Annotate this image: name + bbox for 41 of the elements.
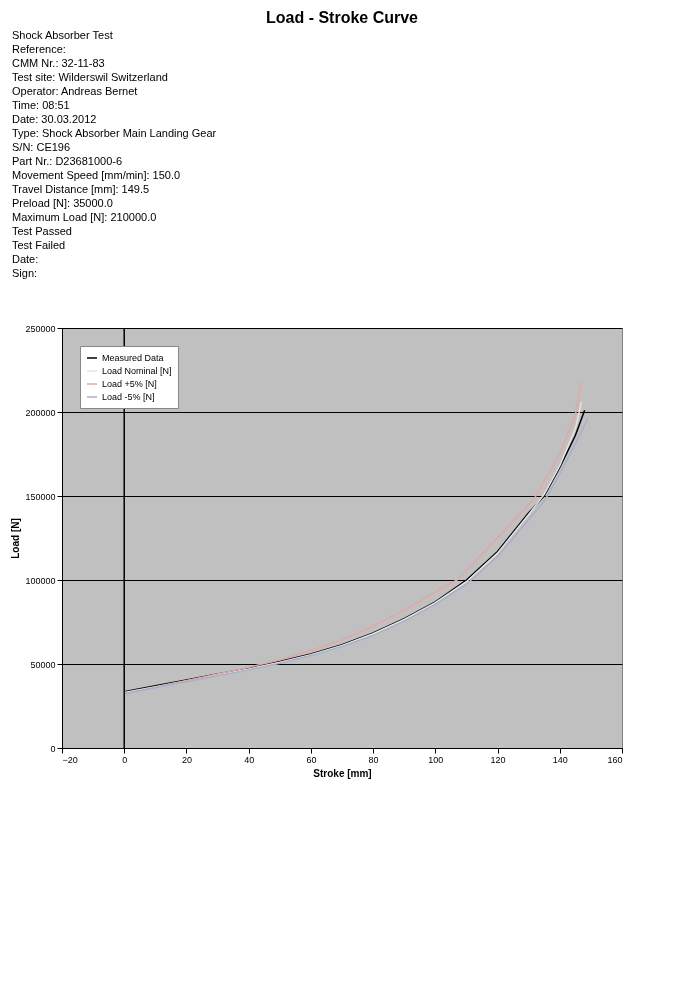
chart-title: Load - Stroke Curve (265, 9, 419, 26)
text: CMM Nr.: 32-11-83 (12, 57, 105, 69)
text: Part Nr.: D23681000-6 (12, 155, 123, 167)
y-tick-label: 150000 (25, 491, 56, 502)
text: Date: 30.03.2012 (12, 113, 97, 125)
y-tick-label: 50000 (30, 659, 56, 670)
x-axis-title: Stroke [mm] (313, 767, 372, 779)
y-tick-label: 250000 (25, 323, 56, 334)
legend-label: Load +5% [N] (102, 379, 157, 389)
text: Maximum Load [N]: 210000.0 (12, 211, 157, 223)
text: Time: 08:51 (12, 99, 70, 111)
text: Type: Shock Absorber Main Landing Gear (12, 127, 217, 139)
legend-label: Load -5% [N] (102, 392, 155, 402)
x-tick-label: 120 (490, 754, 506, 765)
legend-label: Load Nominal [N] (102, 366, 172, 376)
text: Test site: Wilderswil Switzerland (12, 71, 168, 83)
y-tick-label: 0 (50, 743, 56, 754)
x-tick-label: 160 (607, 754, 623, 765)
y-axis-title: Load [N] (10, 518, 22, 559)
x-tick-label: 140 (552, 754, 568, 765)
x-tick-label: −20 (62, 754, 78, 765)
text: Test Passed (12, 225, 72, 237)
text: Operator: Andreas Bernet (12, 85, 138, 97)
text: Preload [N]: 35000.0 (12, 197, 113, 209)
y-tick-label: 100000 (25, 575, 56, 586)
text: Test Failed (12, 239, 66, 251)
x-tick-label: 100 (428, 754, 444, 765)
x-tick-label: 0 (122, 754, 128, 765)
text: S/N: CE196 (12, 141, 71, 153)
x-tick-label: 80 (368, 754, 379, 765)
text: Sign: (12, 267, 38, 279)
text: Date: (12, 253, 39, 265)
x-tick-label: 40 (244, 754, 255, 765)
text: Shock Absorber Test (12, 29, 113, 41)
x-tick-label: 60 (306, 754, 317, 765)
y-tick-label: 200000 (25, 407, 56, 418)
text: Reference: (12, 43, 66, 55)
x-tick-label: 20 (181, 754, 192, 765)
legend-label: Measured Data (102, 353, 164, 363)
text: Movement Speed [mm/min]: 150.0 (12, 169, 181, 181)
text: Travel Distance [mm]: 149.5 (12, 183, 150, 195)
